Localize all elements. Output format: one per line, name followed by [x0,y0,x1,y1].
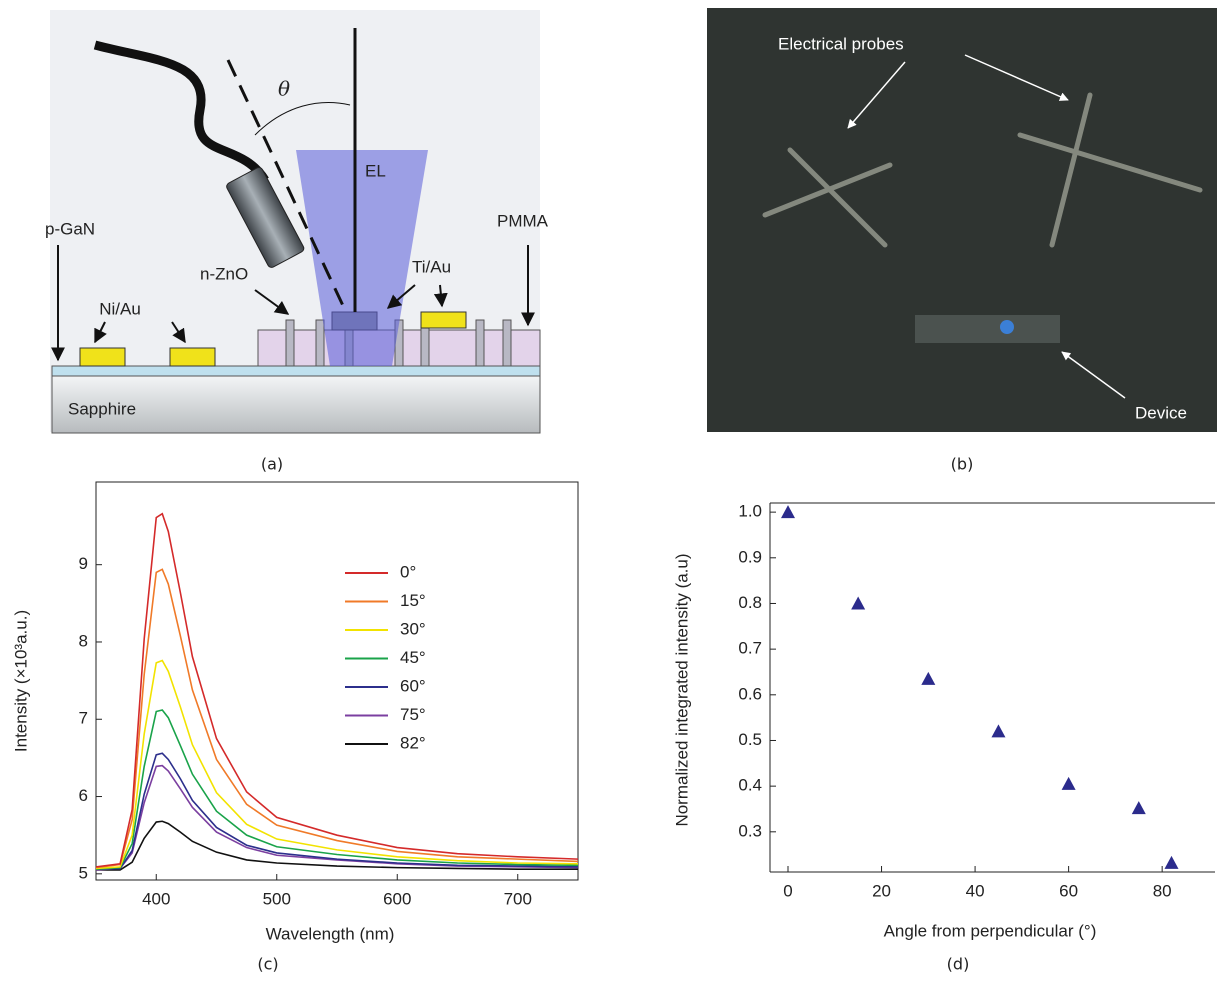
y-tick-label: 0.9 [738,547,762,566]
label: n-ZnO [200,264,248,283]
diagram: p-GaN Ni/Au n-ZnO Ti/Au PMMA EL Sapphire… [45,10,549,474]
legend-label: 45° [400,648,426,667]
legend-label: 30° [400,619,426,638]
y-tick-label: 9 [79,554,88,573]
caption: (d) [947,955,970,974]
legend-label: 0° [400,562,416,581]
label: EL [365,161,386,180]
x-tick-label: 0 [783,881,792,900]
y-tick-label: 0.5 [738,730,762,749]
x-tick-label: 600 [383,889,411,908]
legend-label: 82° [400,733,426,752]
point [851,596,866,610]
y-axis-label: Normalized integrated intensity (a.u) [672,553,691,826]
y-tick-label: 0.6 [738,684,762,703]
photo: Electrical probes Device (b) [707,8,1217,474]
point [1061,776,1076,790]
x-tick-label: 20 [872,881,891,900]
x-axis-label: Wavelength (nm) [266,924,395,943]
series-line [96,820,578,871]
y-tick-label: 1.0 [738,502,762,521]
series-line [95,709,579,870]
x-tick-label: 500 [263,889,291,908]
label: Ni/Au [99,299,141,318]
y-tick-label: 6 [79,786,88,805]
y-axis-label: Intensity (×10³a.u.) [11,610,30,752]
label: PMMA [497,211,549,230]
x-tick-label: 60 [1059,881,1078,900]
y-tick-label: 0.8 [738,593,762,612]
point [1131,801,1146,815]
series-line [95,512,579,868]
series-line [95,659,579,870]
caption: (a) [261,455,283,474]
caption: (b) [951,455,974,474]
plot-frame [95,481,579,881]
x-tick-label: 80 [1153,881,1172,900]
series-line [95,752,579,870]
label: Ti/Au [412,257,451,276]
point [781,505,796,519]
y-tick-label: 0.3 [738,821,762,840]
x-tick-label: 700 [504,889,532,908]
y-tick-label: 7 [79,709,88,728]
x-tick-label: 40 [966,881,985,900]
x-axis-label: Angle from perpendicular (°) [884,921,1097,940]
legend-label: 15° [400,591,426,610]
label: θ [278,77,290,101]
point [921,671,936,685]
caption: (c) [257,955,278,974]
point [1164,855,1179,869]
label: Sapphire [68,399,136,418]
legend-label: 60° [400,676,426,695]
label: Electrical probes [778,34,904,53]
y-tick-label: 8 [79,631,88,650]
legend-label: 75° [400,705,426,724]
series-line [95,568,579,869]
y-tick-label: 0.4 [738,776,762,795]
y-tick-label: 0.7 [738,639,762,658]
label: p-GaN [45,219,95,238]
label: Device [1135,403,1187,422]
y-tick-label: 5 [79,863,88,882]
point [991,724,1006,738]
x-tick-label: 400 [142,889,170,908]
